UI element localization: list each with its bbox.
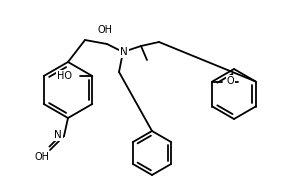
Text: N: N (54, 130, 62, 140)
Text: OH: OH (35, 152, 49, 162)
Text: HO: HO (57, 71, 72, 81)
Text: N: N (120, 47, 128, 57)
Text: OH: OH (98, 25, 113, 35)
Text: O: O (226, 76, 234, 86)
